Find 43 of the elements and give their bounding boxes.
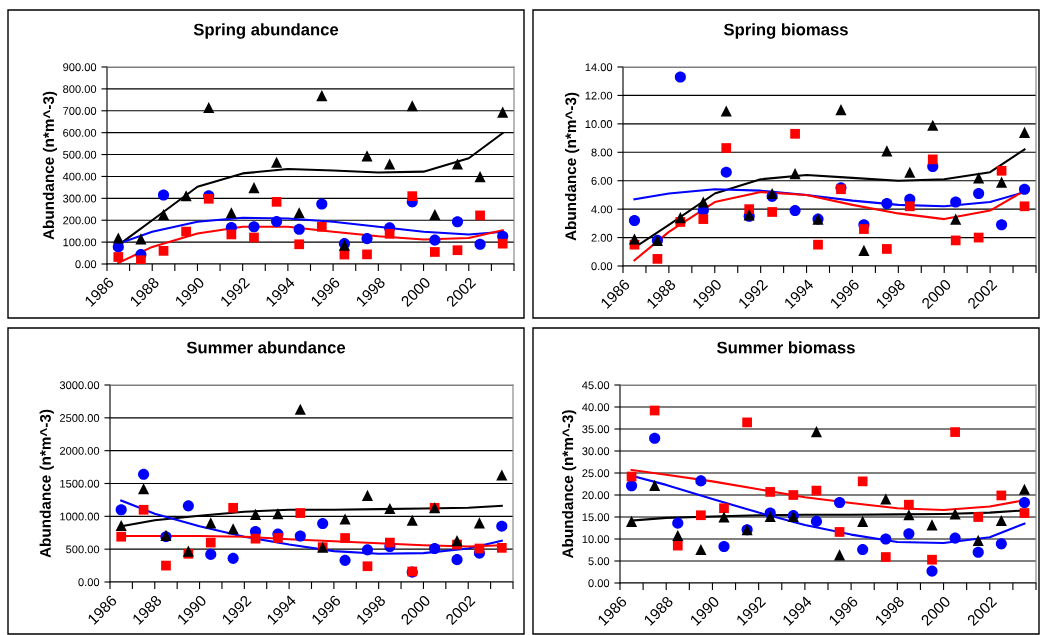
- y-tick-label: 20.00: [582, 491, 610, 500]
- y-tick-label: 2.00: [591, 233, 613, 242]
- y-tick-label: 200.00: [63, 216, 97, 225]
- chart-title: Summer biomass: [717, 341, 855, 354]
- y-tick-label: 30.00: [582, 447, 610, 456]
- chart-title: Spring biomass: [723, 23, 848, 39]
- y-tick-label: 500.00: [66, 545, 100, 554]
- y-tick-label: 35.00: [582, 425, 610, 434]
- y-tick-label: 25.00: [582, 469, 610, 478]
- y-tick-label: 0.00: [588, 579, 610, 588]
- y-axis-title: Abundance (n*m^-3): [561, 410, 577, 559]
- y-tick-label: 12.00: [585, 91, 613, 100]
- y-tick-label: 2000.00: [59, 446, 100, 455]
- y-tick-label: 10.00: [582, 535, 610, 544]
- y-tick-label: 3000.00: [59, 381, 100, 390]
- chart-title: Spring abundance: [193, 23, 339, 39]
- y-axis-title: Abundance (n*m^-3): [564, 92, 580, 241]
- y-tick-label: 100.00: [63, 238, 97, 247]
- y-tick-label: 45.00: [582, 381, 610, 390]
- y-tick-label: 300.00: [63, 194, 97, 203]
- y-tick-label: 0.00: [75, 260, 97, 269]
- y-tick-label: 900.00: [63, 63, 97, 72]
- y-tick-label: 5.00: [588, 557, 610, 566]
- y-tick-label: 10.00: [585, 120, 613, 128]
- y-axis-title: Abundance (n*m^-3): [42, 91, 58, 240]
- y-tick-label: 15.00: [582, 513, 610, 522]
- y-tick-label: 0.00: [591, 262, 613, 271]
- y-tick-label: 700.00: [63, 107, 97, 115]
- y-axis-title: Abundance (n*m^-3): [39, 409, 54, 558]
- y-tick-label: 1500.00: [60, 479, 100, 488]
- y-tick-label: 800.00: [63, 85, 97, 94]
- y-tick-label: 8.00: [591, 148, 613, 157]
- y-tick-label: 14.00: [585, 63, 613, 72]
- y-tick-label: 500.00: [63, 150, 97, 159]
- y-tick-label: 600.00: [63, 128, 97, 137]
- y-tick-label: 4.00: [591, 205, 613, 214]
- y-tick-label: 40.00: [582, 403, 610, 412]
- y-tick-label: 400.00: [62, 172, 97, 181]
- chart-title: Summer abundance: [186, 341, 346, 354]
- y-tick-label: 0.00: [78, 578, 100, 587]
- y-tick-label: 2500.00: [59, 414, 100, 422]
- y-tick-label: 6.00: [591, 176, 613, 185]
- y-tick-label: 1000.00: [60, 512, 100, 521]
